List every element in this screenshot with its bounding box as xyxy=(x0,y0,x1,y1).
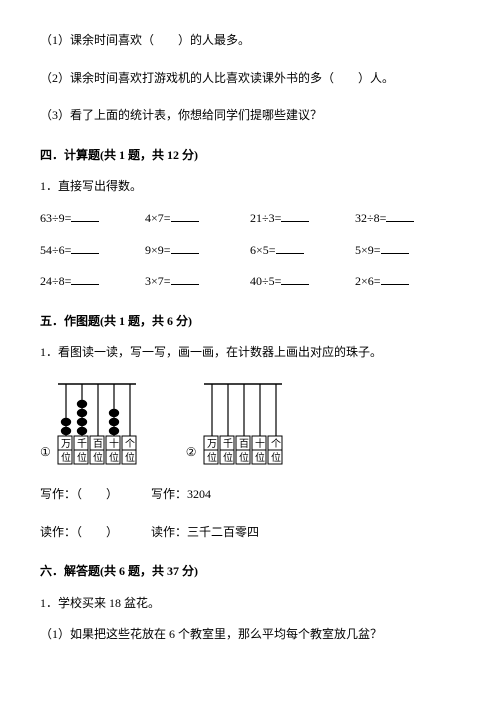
svg-text:十: 十 xyxy=(109,437,119,450)
answer-blank xyxy=(386,210,414,222)
section-4-subtitle: 1．直接写出得数。 xyxy=(40,176,460,198)
answer-blank xyxy=(281,273,309,285)
abacus-2-wrap: ② 万千百十个位位位位位 xyxy=(186,378,292,468)
answer-blank xyxy=(71,210,99,222)
svg-text:百: 百 xyxy=(239,438,249,450)
answer-blank xyxy=(171,273,199,285)
write-value: 写作：3204 xyxy=(151,484,211,506)
question-3: （3）看了上面的统计表，你想给同学们提哪些建议？ xyxy=(40,105,460,127)
svg-text:位: 位 xyxy=(109,451,119,464)
svg-text:位: 位 xyxy=(271,451,281,464)
svg-text:十: 十 xyxy=(255,437,265,450)
section-6-title: 六．解答题(共 6 题，共 37 分) xyxy=(40,561,460,583)
calc-item: 2×6= xyxy=(355,271,460,293)
calc-row: 24÷8=3×7=40÷5=2×6= xyxy=(40,271,460,293)
svg-text:个: 个 xyxy=(271,438,281,450)
write-row: 写作：（ ） 写作：3204 xyxy=(40,484,460,506)
section-5-title: 五．作图题(共 1 题，共 6 分) xyxy=(40,311,460,333)
answer-blank xyxy=(71,242,99,254)
section-6-q1-1: （1）如果把这些花放在 6 个教室里，那么平均每个教室放几盆？ xyxy=(40,624,460,646)
section-5-subtitle: 1．看图读一读，写一写，画一画，在计数器上画出对应的珠子。 xyxy=(40,342,460,364)
calc-item: 63÷9= xyxy=(40,208,145,230)
calc-item: 4×7= xyxy=(145,208,250,230)
calc-item: 9×9= xyxy=(145,240,250,262)
svg-text:个: 个 xyxy=(125,438,135,450)
section-4-title: 四．计算题(共 1 题，共 12 分) xyxy=(40,145,460,167)
svg-text:千: 千 xyxy=(77,438,87,450)
svg-text:百: 百 xyxy=(93,438,103,450)
read-value: 读作：三千二百零四 xyxy=(151,522,259,544)
svg-text:万: 万 xyxy=(61,439,71,450)
calc-item: 54÷6= xyxy=(40,240,145,262)
calc-item: 6×5= xyxy=(250,240,355,262)
svg-text:千: 千 xyxy=(223,438,233,450)
answer-blank xyxy=(381,273,409,285)
answer-blank xyxy=(171,242,199,254)
answer-blank xyxy=(171,210,199,222)
svg-text:位: 位 xyxy=(61,451,71,464)
calc-item: 5×9= xyxy=(355,240,460,262)
svg-text:位: 位 xyxy=(255,451,265,464)
question-1: （1）课余时间喜欢（ ）的人最多。 xyxy=(40,30,460,52)
answer-blank xyxy=(381,242,409,254)
read-blank: 读作：（ ） xyxy=(40,522,118,544)
read-row: 读作：（ ） 读作：三千二百零四 xyxy=(40,522,460,544)
calc-item: 3×7= xyxy=(145,271,250,293)
calc-row: 63÷9=4×7=21÷3=32÷8= xyxy=(40,208,460,230)
abacus-2: 万千百十个位位位位位 xyxy=(200,378,292,468)
svg-text:位: 位 xyxy=(125,451,135,464)
section-6-q1: 1．学校买来 18 盆花。 xyxy=(40,593,460,615)
calc-item: 24÷8= xyxy=(40,271,145,293)
question-2: （2）课余时间喜欢打游戏机的人比喜欢读课外书的多（ ）人。 xyxy=(40,68,460,90)
abacus-1-wrap: ① 万千百十个位位位位位 xyxy=(40,378,146,468)
calc-item: 32÷8= xyxy=(355,208,460,230)
calc-item: 21÷3= xyxy=(250,208,355,230)
svg-text:位: 位 xyxy=(93,451,103,464)
svg-text:位: 位 xyxy=(77,451,87,464)
svg-text:万: 万 xyxy=(207,439,217,450)
abacus-2-mark: ② xyxy=(186,442,197,464)
svg-text:位: 位 xyxy=(223,451,233,464)
abacus-1: 万千百十个位位位位位 xyxy=(54,378,146,468)
svg-text:位: 位 xyxy=(239,451,249,464)
write-blank: 写作：（ ） xyxy=(40,484,118,506)
abacus-row: ① 万千百十个位位位位位 ② 万千百十个位位位位位 xyxy=(40,378,460,468)
calc-item: 40÷5= xyxy=(250,271,355,293)
calc-container: 63÷9=4×7=21÷3=32÷8= 54÷6=9×9=6×5=5×9= 24÷8… xyxy=(40,208,460,293)
answer-blank xyxy=(71,273,99,285)
abacus-1-mark: ① xyxy=(40,442,51,464)
calc-row: 54÷6=9×9=6×5=5×9= xyxy=(40,240,460,262)
svg-text:位: 位 xyxy=(207,451,217,464)
answer-blank xyxy=(276,242,304,254)
answer-blank xyxy=(281,210,309,222)
